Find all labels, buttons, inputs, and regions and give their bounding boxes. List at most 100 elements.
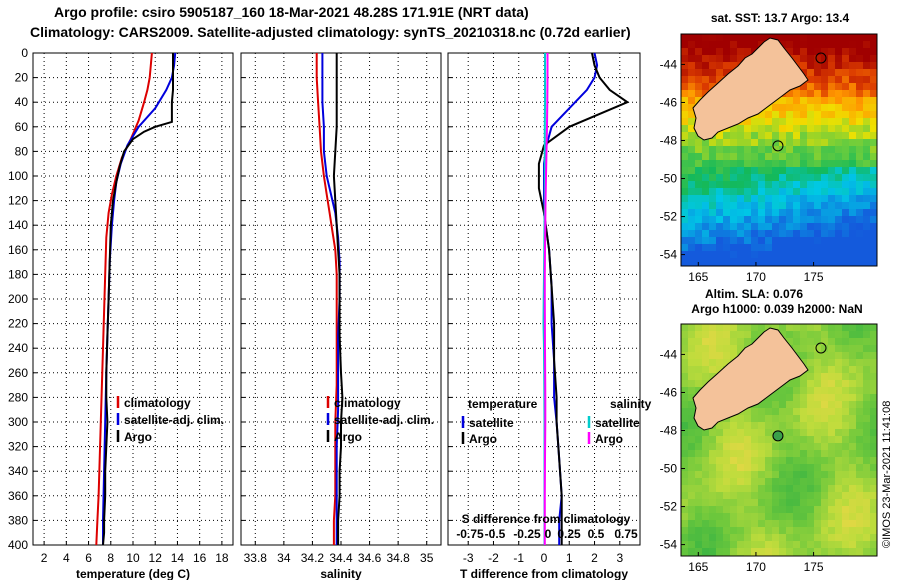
map-cell [695,251,702,258]
map-cell [793,181,800,188]
map-cell [688,408,695,415]
map-cell [723,471,730,478]
map-cell [800,541,807,548]
map-cell [779,34,786,41]
map-cell [737,506,744,513]
map-cell [772,548,779,555]
map-cell [765,160,772,167]
map-cell [709,471,716,478]
map-cell [870,48,877,55]
map-cell [814,394,821,401]
legend-header-salinity: salinity [610,397,652,411]
map-cell [870,450,877,457]
map-cell [709,429,716,436]
map-cell [716,499,723,506]
map-cell [856,324,863,331]
map-cell [716,345,723,352]
map-cell [807,408,814,415]
map-cell [723,492,730,499]
map-cell [821,167,828,174]
map-cell [835,485,842,492]
map-cell [765,429,772,436]
map-cell [737,443,744,450]
map-cell [793,139,800,146]
map-cell [744,258,751,265]
map-cell [814,457,821,464]
map-cell [695,436,702,443]
map-cell [695,195,702,202]
map-cell [863,422,870,429]
map-cell [849,202,856,209]
map-cell [758,216,765,223]
map-cell [730,202,737,209]
map-cell [828,237,835,244]
map-cell [744,492,751,499]
map-cell [863,387,870,394]
map-cell [744,450,751,457]
map-cell [702,527,709,534]
map-cell [793,345,800,352]
map-cell [730,331,737,338]
map-cell [765,506,772,513]
map-cell [751,527,758,534]
map-cell [709,41,716,48]
map-cell [702,258,709,265]
map-cell [821,415,828,422]
map-cell [800,513,807,520]
map-cell [786,394,793,401]
map-cell [800,223,807,230]
map-cell [800,118,807,125]
map-cell [856,457,863,464]
sla-map-subtitle: Argo h1000: 0.039 h2000: NaN [691,302,862,316]
map-cell [870,258,877,265]
map-cell [786,132,793,139]
map-cell [688,338,695,345]
map-cell [828,83,835,90]
map-cell [807,167,814,174]
map-cell [688,174,695,181]
map-cell [744,160,751,167]
map-cell [856,387,863,394]
map-cell [814,359,821,366]
x-tick-label: 4 [63,551,70,565]
map-cell [821,34,828,41]
map-cell [730,471,737,478]
map-cell [821,188,828,195]
map-cell [758,132,765,139]
map-cell [709,251,716,258]
legend-label: Argo [469,432,497,446]
map-cell [688,380,695,387]
map-cell [821,90,828,97]
map-cell [807,499,814,506]
map-cell [800,415,807,422]
map-cell [716,62,723,69]
map-cell [807,132,814,139]
map-cell [765,520,772,527]
map-cell [702,429,709,436]
map-cell [702,62,709,69]
map-cell [835,464,842,471]
map-cell [702,345,709,352]
map-cell [800,457,807,464]
map-cell [786,471,793,478]
map-cell [716,55,723,62]
map-cell [870,244,877,251]
map-cell [814,380,821,387]
map-cell [681,118,688,125]
map-cell [751,541,758,548]
map-cell [863,146,870,153]
map-cell [702,167,709,174]
map-cell [751,429,758,436]
map-cell [709,209,716,216]
map-cell [807,359,814,366]
map-cell [737,485,744,492]
map-cell [688,373,695,380]
map-cell [842,76,849,83]
map-cell [723,506,730,513]
map-cell [800,41,807,48]
map-cell [793,104,800,111]
map-cell [709,373,716,380]
map-cell [786,167,793,174]
map-cell [723,195,730,202]
map-cell [835,216,842,223]
